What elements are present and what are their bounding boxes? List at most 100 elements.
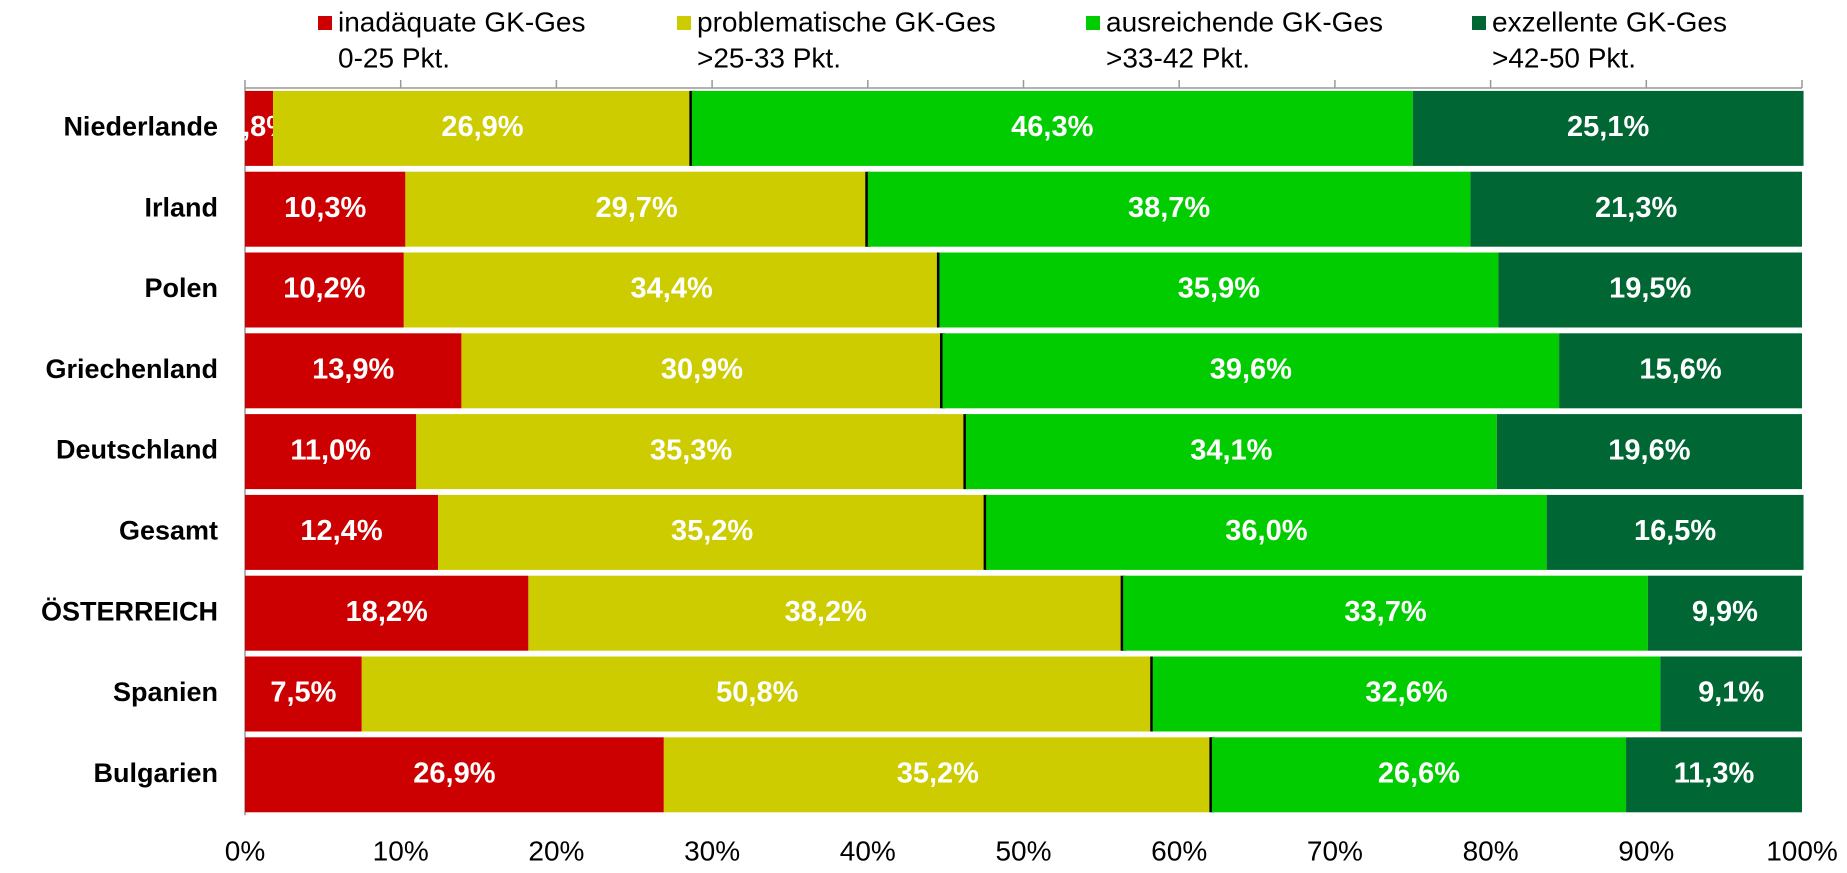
- legend-range: 0-25 Pkt.: [338, 42, 450, 73]
- bar-segment: [245, 171, 406, 247]
- bar-segment: [1559, 333, 1802, 409]
- value-label: 13,9%: [312, 353, 394, 385]
- y-tick-label: Polen: [144, 273, 218, 303]
- x-tick-label: 60%: [1151, 835, 1207, 866]
- y-tick-label: Niederlande: [63, 112, 218, 142]
- value-label: 12,4%: [300, 515, 382, 547]
- x-tick-label: 70%: [1307, 835, 1363, 866]
- bar-segment: [245, 414, 417, 490]
- y-tick-label: Bulgarien: [93, 758, 218, 788]
- bar-segment: [461, 333, 943, 409]
- legend-swatch: [318, 16, 332, 30]
- bar-segment: [1412, 90, 1804, 166]
- value-label: 46,3%: [1011, 111, 1093, 143]
- value-label: 10,3%: [284, 192, 366, 224]
- y-tick-label: Griechenland: [45, 354, 218, 384]
- x-tick-label: 30%: [684, 835, 740, 866]
- bar-segment: [1660, 656, 1802, 732]
- y-tick-label: ÖSTERREICH: [41, 596, 218, 626]
- value-label: 30,9%: [661, 353, 743, 385]
- x-tick-label: 10%: [373, 835, 429, 866]
- bar-segment: [528, 575, 1124, 651]
- value-label: 26,6%: [1378, 757, 1460, 789]
- value-label: 35,2%: [897, 757, 979, 789]
- bar-segment: [867, 171, 1471, 247]
- bar-segment: [361, 656, 1153, 732]
- bar-segment: [245, 494, 439, 570]
- legend-range: >25-33 Pkt.: [697, 42, 841, 73]
- value-label: 38,7%: [1128, 192, 1210, 224]
- bar-segment: [273, 90, 692, 166]
- value-label: 19,6%: [1608, 434, 1690, 466]
- value-label: 26,9%: [413, 757, 495, 789]
- legend-swatch: [677, 16, 691, 30]
- value-label: 9,1%: [1698, 677, 1764, 709]
- bar-segment: [245, 333, 462, 409]
- x-tick-label: 80%: [1463, 835, 1519, 866]
- value-label: 9,9%: [1692, 596, 1758, 628]
- value-label: 39,6%: [1210, 353, 1292, 385]
- value-label: 19,5%: [1609, 273, 1691, 305]
- value-label: 34,4%: [631, 273, 713, 305]
- legend-label: ausreichende GK-Ges: [1106, 6, 1383, 37]
- bar-segment: [663, 737, 1212, 813]
- x-tick-label: 50%: [995, 835, 1051, 866]
- bar-segment: [691, 90, 1413, 166]
- bar-segment: [1470, 171, 1802, 247]
- value-label: 15,6%: [1639, 353, 1721, 385]
- value-label: 16,5%: [1634, 515, 1716, 547]
- bar-segment: [245, 737, 664, 813]
- value-label: 36,0%: [1225, 515, 1307, 547]
- bar-segment: [1152, 656, 1661, 732]
- value-label: 26,9%: [441, 111, 523, 143]
- y-tick-label: Deutschland: [56, 435, 218, 465]
- value-label: 29,7%: [595, 192, 677, 224]
- bar-segment: [1123, 575, 1648, 651]
- value-label: 34,1%: [1190, 434, 1272, 466]
- x-tick-label: 40%: [840, 835, 896, 866]
- value-label: 33,7%: [1344, 596, 1426, 628]
- bar-segment: [245, 656, 362, 732]
- value-label: 11,3%: [1674, 757, 1755, 789]
- bar-segment: [245, 90, 274, 166]
- bar-segment: [403, 252, 940, 328]
- value-label: 38,2%: [785, 596, 867, 628]
- value-label: 35,3%: [650, 434, 732, 466]
- legend-swatch: [1472, 16, 1486, 30]
- value-label: 35,9%: [1178, 273, 1260, 305]
- bar-segment: [1626, 737, 1802, 813]
- value-label: 11,0%: [290, 434, 371, 466]
- bar-segment: [1211, 737, 1627, 813]
- value-label: 35,2%: [671, 515, 753, 547]
- bar-segment: [1546, 494, 1804, 570]
- bar-segment: [245, 575, 529, 651]
- legend-range: >33-42 Pkt.: [1106, 42, 1250, 73]
- y-tick-label: Gesamt: [119, 516, 218, 546]
- value-label: 10,2%: [283, 273, 365, 305]
- bar-segment: [942, 333, 1560, 409]
- value-label: 50,8%: [716, 677, 798, 709]
- y-tick-label: Irland: [144, 192, 218, 222]
- bar-segment: [438, 494, 987, 570]
- legend-range: >42-50 Pkt.: [1492, 42, 1636, 73]
- value-label: 25,1%: [1567, 111, 1649, 143]
- bar-segment: [245, 252, 404, 328]
- bar-segment: [405, 171, 868, 247]
- bar-segment: [1498, 252, 1802, 328]
- bar-segment: [986, 494, 1547, 570]
- bar-segment: [939, 252, 1499, 328]
- value-label: 7,5%: [270, 677, 336, 709]
- x-tick-label: 90%: [1618, 835, 1674, 866]
- x-tick-label: 20%: [528, 835, 584, 866]
- y-tick-label: Spanien: [113, 677, 218, 707]
- value-label: 32,6%: [1365, 677, 1447, 709]
- x-tick-label: 100%: [1766, 835, 1838, 866]
- bar-segment: [1496, 414, 1802, 490]
- x-tick-label: 0%: [225, 835, 265, 866]
- legend-label: problematische GK-Ges: [697, 6, 996, 37]
- bar-segment: [416, 414, 966, 490]
- legend-swatch: [1086, 16, 1100, 30]
- legend-label: inadäquate GK-Ges: [338, 6, 586, 37]
